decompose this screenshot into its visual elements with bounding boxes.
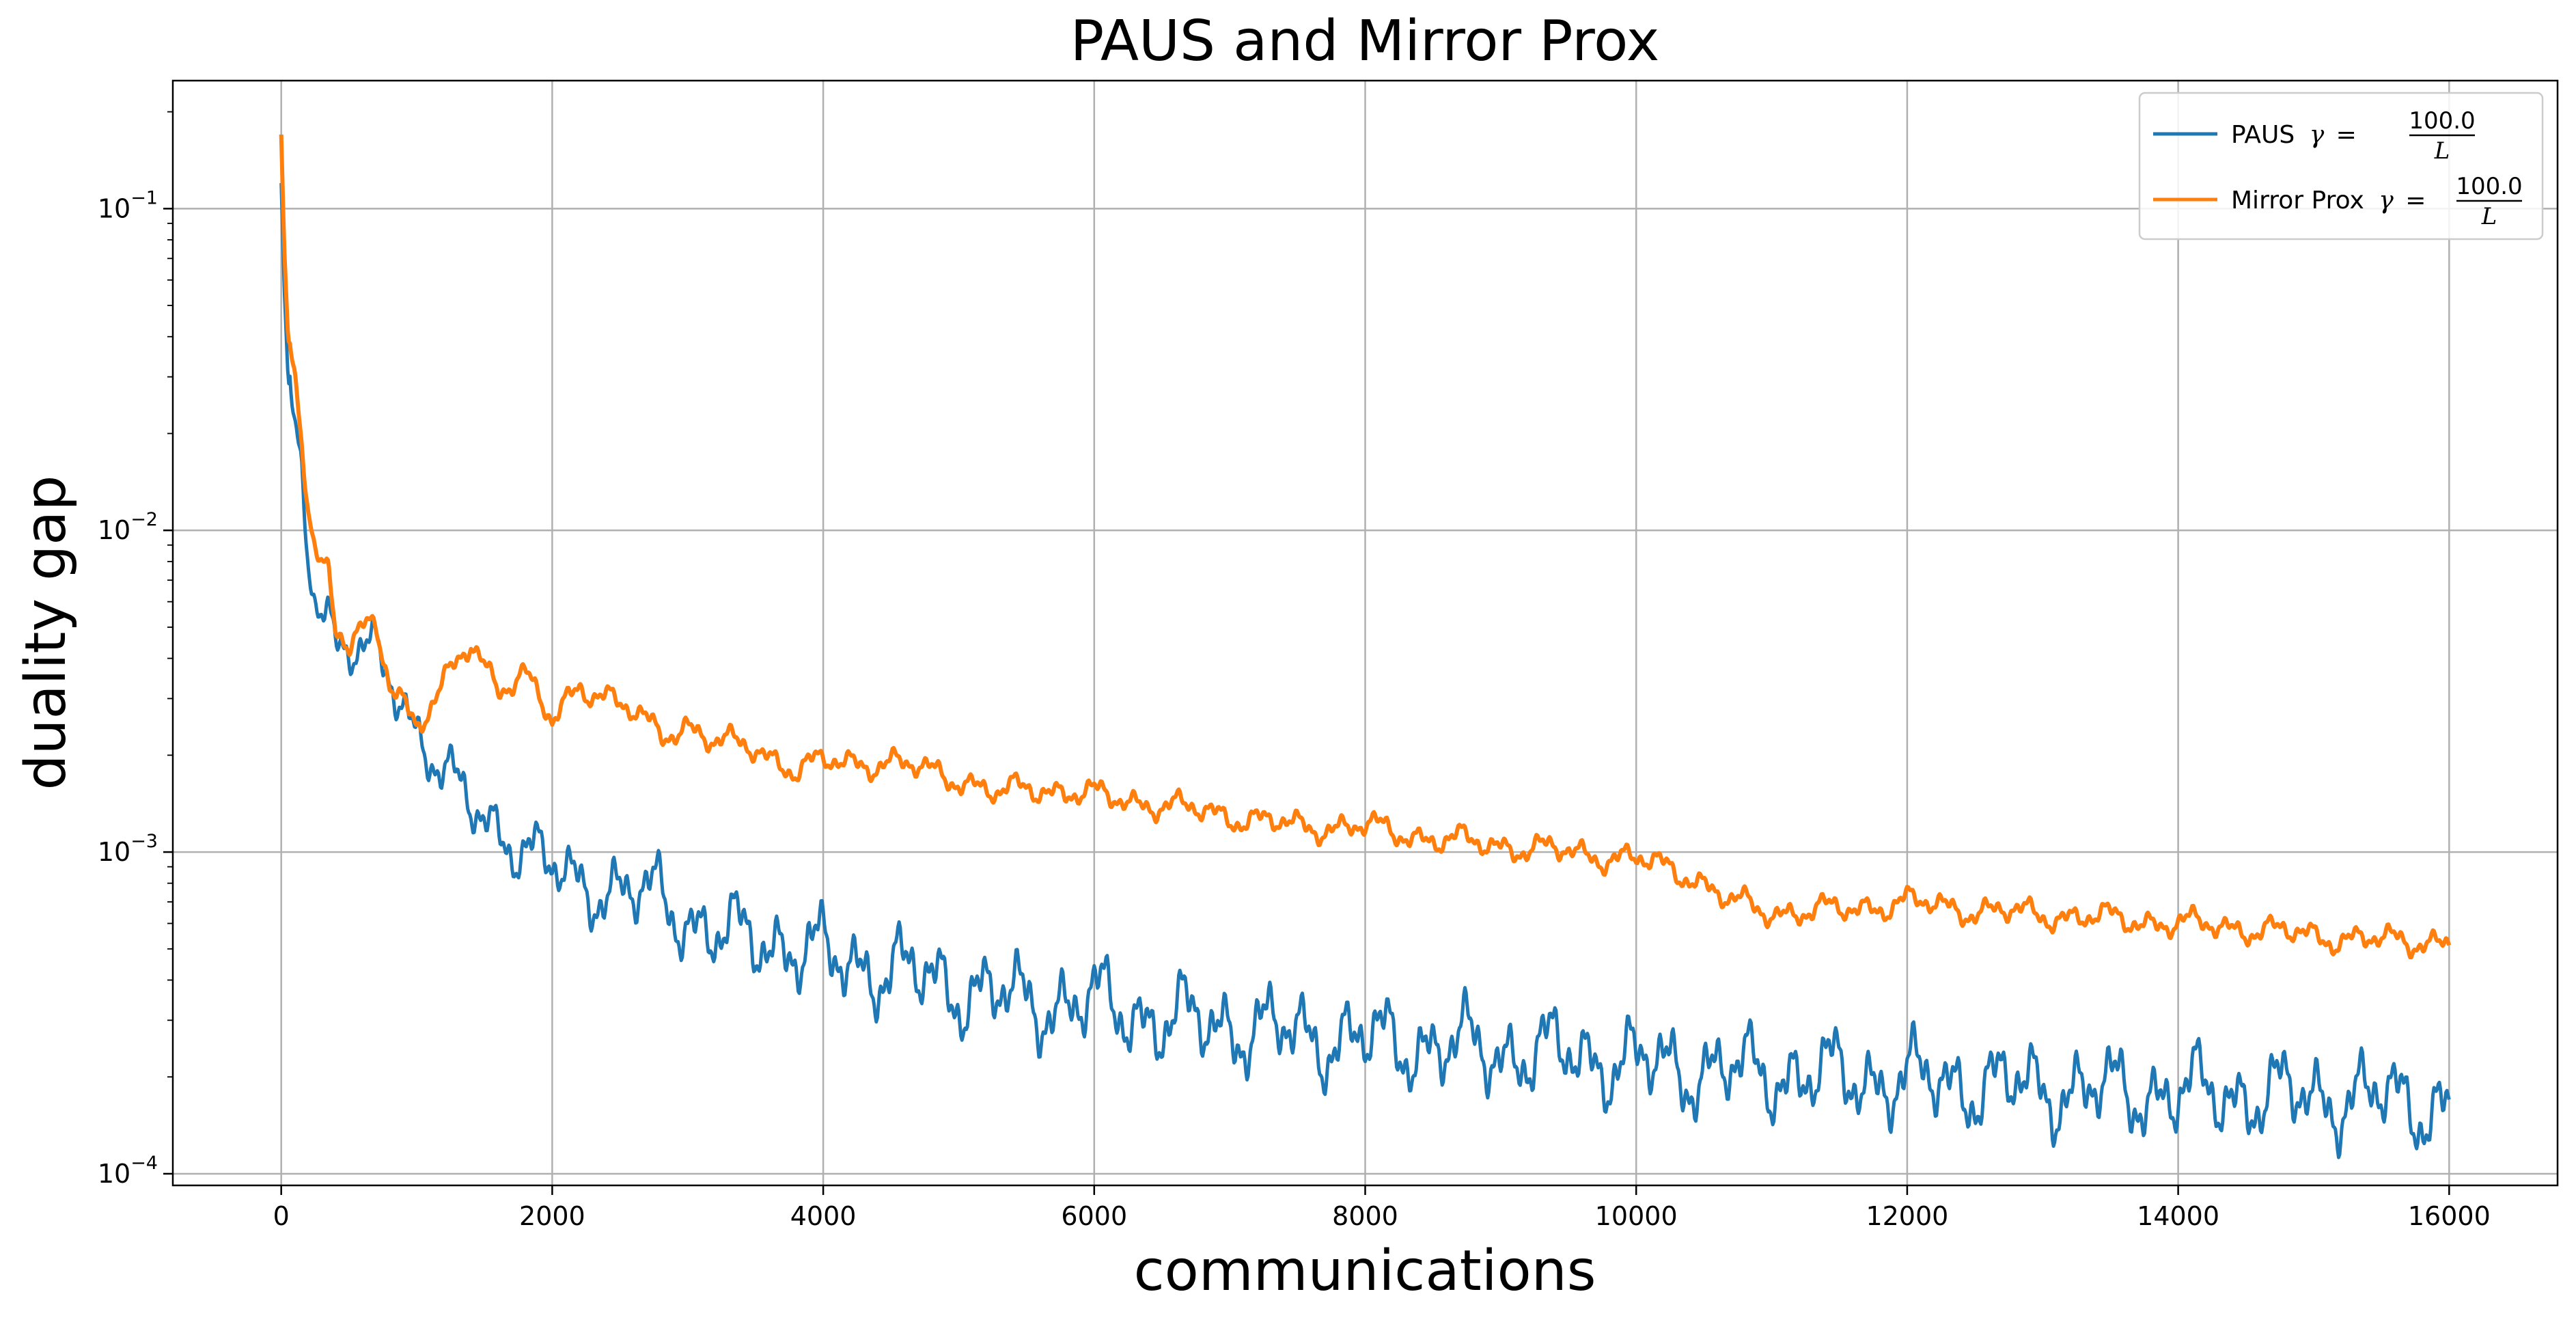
x-tick-label: 4000 bbox=[790, 1201, 857, 1231]
series-line-paus bbox=[279, 183, 2451, 1159]
plot-area bbox=[279, 134, 2452, 1159]
x-tick-label: 16000 bbox=[2408, 1201, 2491, 1231]
x-tick-label: 6000 bbox=[1061, 1201, 1127, 1231]
y-axis-label: duality gap bbox=[14, 476, 79, 790]
legend-label-paus: PAUS γ = bbox=[2231, 121, 2357, 149]
chart-title: PAUS and Mirror Prox bbox=[1070, 9, 1660, 74]
legend-mirror-prox-denominator: L bbox=[2481, 203, 2497, 230]
y-axis-ticks: 10−1 10−2 10−3 10−4 bbox=[98, 111, 173, 1189]
legend-label-mirror-prox: Mirror Prox γ = bbox=[2231, 187, 2426, 215]
x-axis-label: communications bbox=[1134, 1239, 1596, 1304]
x-tick-label: 14000 bbox=[2137, 1201, 2219, 1231]
legend-label-mirror-prox-equals: = bbox=[2405, 187, 2426, 215]
legend-label-paus-equals: = bbox=[2336, 121, 2357, 149]
x-tick-label: 0 bbox=[273, 1201, 290, 1231]
legend-paus-numerator: 100.0 bbox=[2409, 107, 2475, 135]
y-tick-label: 10−4 bbox=[98, 1153, 158, 1189]
x-tick-label: 8000 bbox=[1332, 1201, 1398, 1231]
y-tick-label: 10−3 bbox=[98, 831, 158, 867]
x-tick-label: 10000 bbox=[1595, 1201, 1678, 1231]
legend-label-mirror-prox-prefix: Mirror Prox bbox=[2231, 187, 2364, 215]
legend-mirror-prox-numerator: 100.0 bbox=[2456, 173, 2522, 200]
x-tick-label: 2000 bbox=[519, 1201, 585, 1231]
legend-label-mirror-prox-gamma: γ bbox=[2379, 187, 2394, 215]
y-tick-label: 10−2 bbox=[98, 509, 158, 545]
x-tick-label: 12000 bbox=[1866, 1201, 1948, 1231]
legend: PAUS γ = 100.0 L Mirror Prox γ = 100.0 L bbox=[2138, 92, 2544, 240]
legend-paus-denominator: L bbox=[2434, 137, 2450, 165]
y-tick-label: 10−1 bbox=[98, 187, 158, 223]
series-line-mirror-prox bbox=[279, 134, 2452, 960]
legend-box bbox=[2138, 92, 2544, 240]
x-axis-ticks: 0 2000 4000 6000 8000 10000 12000 14000 16000 bbox=[273, 1185, 2491, 1231]
legend-label-paus-prefix: PAUS bbox=[2231, 121, 2295, 149]
legend-label-paus-gamma: γ bbox=[2310, 121, 2325, 149]
